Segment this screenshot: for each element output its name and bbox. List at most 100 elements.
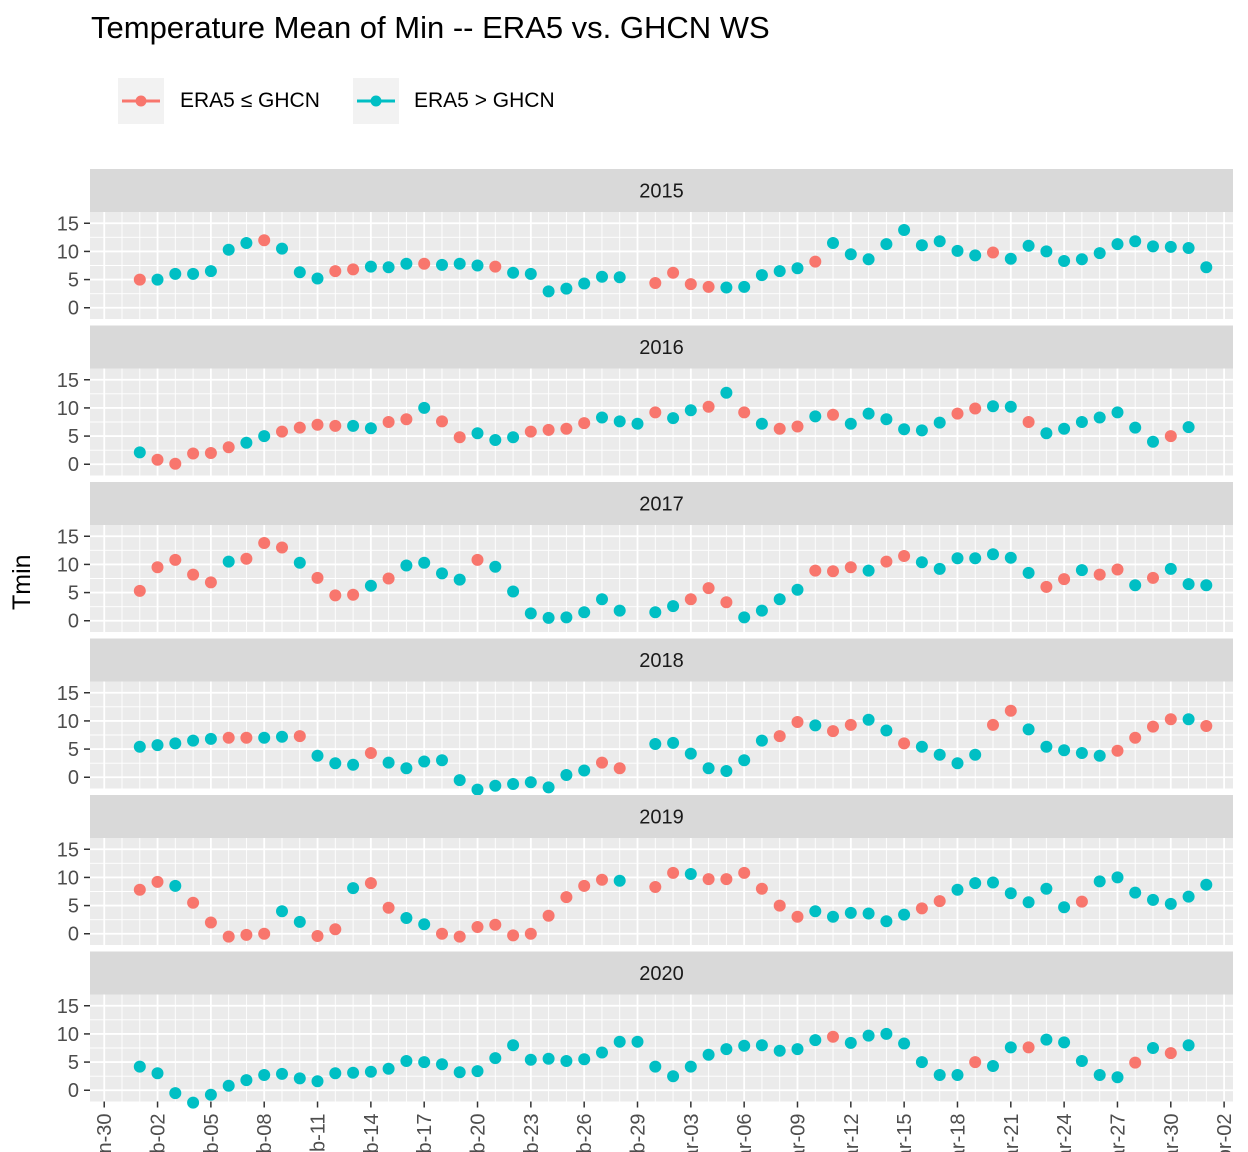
- x-tick-label: Mar-06: [734, 1114, 756, 1152]
- data-point: [329, 265, 342, 278]
- data-point: [418, 918, 431, 931]
- data-point: [596, 1046, 608, 1059]
- data-point: [987, 246, 999, 259]
- data-point: [951, 883, 964, 896]
- data-point: [755, 734, 768, 747]
- data-point: [773, 730, 786, 743]
- data-point: [1147, 571, 1159, 584]
- data-point: [667, 600, 680, 613]
- data-point: [791, 716, 804, 728]
- data-point: [880, 413, 893, 426]
- data-point: [507, 266, 520, 279]
- x-tick-label: Mar-24: [1054, 1114, 1076, 1152]
- data-point: [1129, 421, 1142, 434]
- data-point: [684, 747, 697, 760]
- data-point: [436, 927, 448, 940]
- data-point: [560, 282, 573, 295]
- data-point: [1182, 421, 1195, 434]
- data-point: [418, 755, 431, 768]
- data-point: [613, 1035, 626, 1048]
- data-point: [418, 556, 431, 569]
- data-point: [898, 908, 911, 921]
- x-tick-label: Feb-20: [468, 1114, 490, 1152]
- data-point: [649, 606, 662, 619]
- y-tick-label: 10: [57, 241, 79, 263]
- data-point: [791, 262, 804, 275]
- data-point: [969, 748, 982, 761]
- data-point: [1111, 563, 1124, 576]
- data-point: [169, 457, 182, 470]
- y-tick-label: 10: [57, 1024, 79, 1046]
- data-point: [1164, 1047, 1177, 1060]
- data-point: [471, 553, 484, 566]
- x-tick-label: Mar-15: [894, 1114, 916, 1152]
- data-point: [613, 415, 626, 428]
- data-point: [1093, 568, 1106, 581]
- data-point: [1004, 704, 1017, 717]
- data-point: [1164, 430, 1177, 443]
- data-point: [560, 1055, 573, 1067]
- data-point: [542, 781, 555, 794]
- data-point: [311, 749, 324, 762]
- data-point: [578, 277, 591, 290]
- data-point: [133, 584, 146, 597]
- data-point: [1200, 579, 1213, 592]
- data-point: [613, 874, 626, 887]
- y-tick-label: 15: [57, 839, 79, 861]
- data-point: [524, 267, 537, 280]
- data-point: [1129, 886, 1142, 899]
- data-point: [293, 915, 306, 928]
- data-point: [667, 736, 680, 749]
- data-point: [969, 249, 982, 262]
- data-point: [1040, 1033, 1053, 1046]
- data-point: [933, 235, 946, 248]
- data-point: [755, 882, 768, 895]
- data-point: [880, 724, 893, 737]
- data-point: [933, 416, 946, 429]
- x-tick-label: Mar-09: [787, 1114, 809, 1152]
- data-point: [844, 718, 857, 731]
- data-point: [1075, 564, 1088, 577]
- data-point: [1075, 895, 1088, 908]
- data-point: [507, 929, 520, 942]
- facet-panel-2017: 2017 0 5 10 15: [57, 482, 1233, 633]
- data-point: [1182, 890, 1195, 903]
- data-point: [915, 1056, 928, 1069]
- data-point: [702, 1048, 715, 1061]
- data-point: [1182, 578, 1195, 591]
- data-point: [542, 423, 555, 436]
- data-point: [382, 572, 395, 585]
- data-point: [204, 732, 217, 745]
- data-point: [471, 1065, 484, 1078]
- data-point: [258, 927, 271, 940]
- y-tick-label: 10: [57, 554, 79, 576]
- data-point: [773, 265, 786, 278]
- data-point: [933, 895, 946, 908]
- facet-strip: [90, 325, 1233, 369]
- data-point: [969, 402, 982, 415]
- data-point: [364, 260, 377, 273]
- facet-strip-label: 2019: [639, 807, 684, 829]
- y-tick-label: 15: [57, 370, 79, 392]
- data-point: [453, 930, 466, 943]
- data-point: [809, 410, 822, 423]
- legend-label-era5-le-ghcn: ERA5 ≤ GHCN: [180, 89, 320, 112]
- x-tick-label: Mar-30: [1161, 1114, 1183, 1152]
- data-point: [862, 407, 875, 420]
- data-point: [293, 1072, 306, 1085]
- facet-panel-2019: 2019 0 5 10 15: [57, 795, 1233, 946]
- data-point: [1075, 253, 1088, 266]
- legend-glyph-era5-le-ghcn: [122, 95, 160, 107]
- chart-title: Temperature Mean of Min -- ERA5 vs. GHCN…: [91, 10, 770, 45]
- data-point: [1093, 411, 1106, 424]
- data-point: [329, 589, 342, 602]
- data-point: [1129, 731, 1142, 744]
- data-point: [702, 400, 715, 413]
- data-point: [649, 738, 662, 750]
- y-tick-label: 0: [68, 1080, 79, 1102]
- data-point: [151, 875, 164, 888]
- data-point: [969, 1056, 982, 1069]
- x-tick-label: Mar-21: [1001, 1114, 1023, 1152]
- y-tick-label: 15: [57, 526, 79, 548]
- data-point: [436, 415, 448, 428]
